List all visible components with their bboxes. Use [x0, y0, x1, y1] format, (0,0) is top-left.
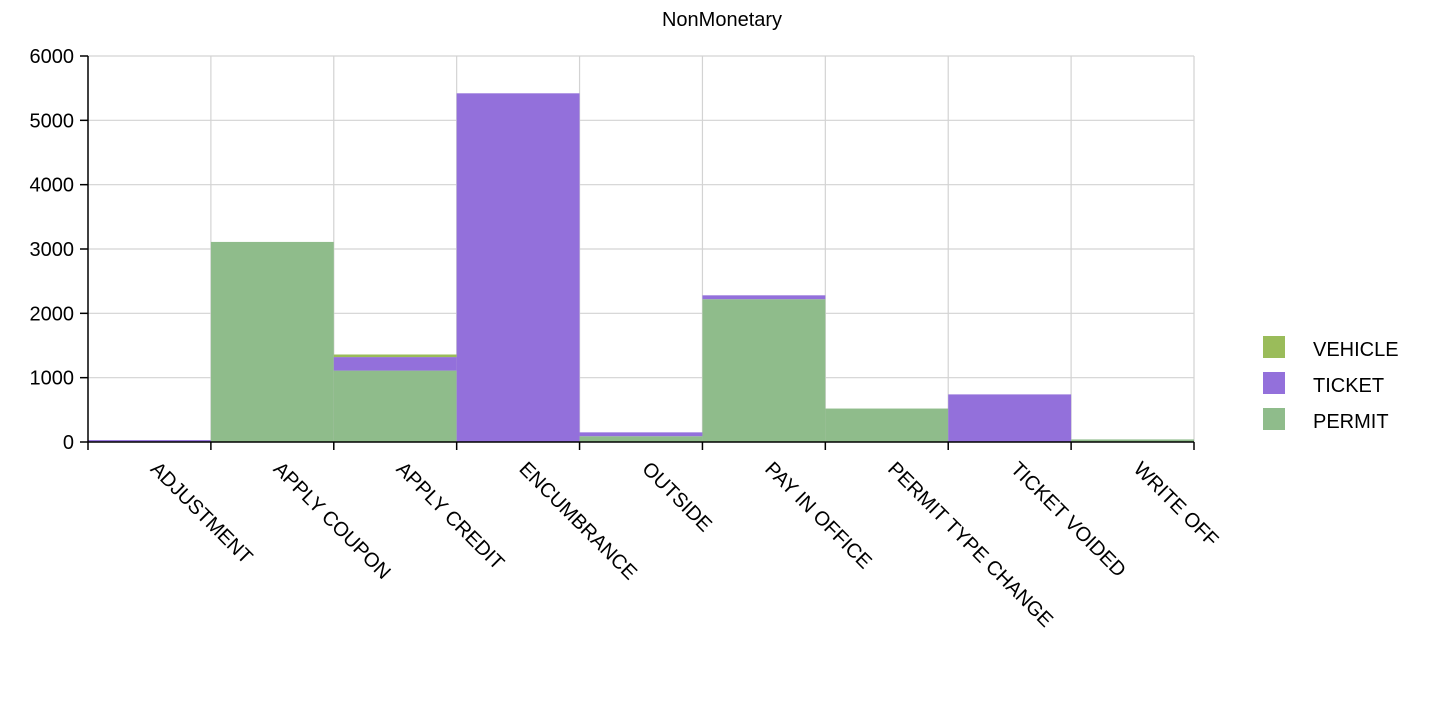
bar-permit: [579, 436, 703, 442]
x-tick-label: TICKET VOIDED: [1006, 458, 1130, 582]
bar-permit: [1071, 439, 1194, 442]
y-tick-label: 4000: [30, 175, 75, 197]
y-tick-label: 5000: [30, 110, 75, 132]
legend-label: TICKET: [1313, 375, 1384, 397]
y-tick-label: 2000: [30, 303, 75, 325]
x-tick-label: APPLY CREDIT: [392, 458, 508, 574]
bar-ticket: [948, 394, 1072, 442]
legend-swatch-permit: [1263, 408, 1285, 430]
y-tick-label: 3000: [30, 239, 75, 261]
chart-title: NonMonetary: [662, 9, 782, 31]
legend-swatch-vehicle: [1263, 336, 1285, 358]
bars: [88, 93, 1194, 443]
x-tick-label: ADJUSTMENT: [146, 458, 257, 569]
x-tick-label: OUTSIDE: [637, 458, 715, 536]
bar-ticket: [456, 93, 580, 443]
x-tick-label: ENCUMBRANCE: [515, 458, 641, 584]
legend-swatch-ticket: [1263, 372, 1285, 394]
bar-ticket: [88, 440, 211, 442]
bar-ticket: [333, 357, 457, 371]
bar-vehicle: [333, 354, 457, 358]
y-tick-label: 6000: [30, 46, 75, 68]
x-tick-label: WRITE OFF: [1129, 458, 1222, 551]
bar-ticket: [579, 432, 703, 437]
y-tick-label: 1000: [30, 368, 75, 390]
bar-permit: [825, 408, 949, 442]
x-tick-label: APPLY COUPON: [269, 458, 395, 584]
bar-permit: [333, 370, 457, 442]
legend: VEHICLE TICKET PERMIT: [1263, 336, 1399, 433]
legend-label: VEHICLE: [1313, 339, 1399, 361]
legend-label: PERMIT: [1313, 411, 1389, 433]
bar-ticket: [702, 295, 826, 300]
bar-permit: [702, 299, 826, 442]
y-tick-label: 0: [63, 432, 74, 454]
bar-permit: [210, 241, 334, 442]
x-tick-label: PAY IN OFFICE: [760, 458, 875, 573]
